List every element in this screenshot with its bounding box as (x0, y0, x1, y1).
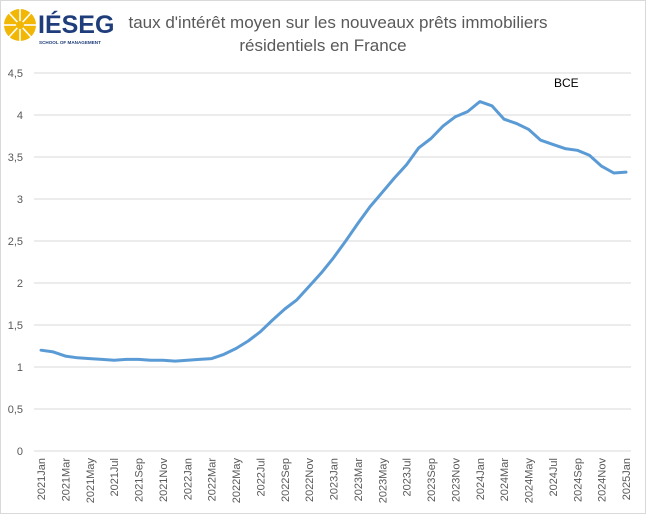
x-tick-label: 2024Jan (475, 458, 487, 500)
x-tick-label: 2024Sep (572, 458, 584, 502)
gridlines (34, 72, 631, 452)
x-tick-label: 2022Mar (207, 458, 219, 502)
y-tick-label: 3 (17, 194, 23, 206)
x-tick-label: 2022Jan (182, 458, 194, 500)
x-tick-label: 2021May (85, 458, 97, 504)
y-tick-label: 2 (17, 278, 23, 290)
y-tick-label: 1,5 (8, 320, 23, 332)
x-tick-label: 2024Jul (548, 458, 560, 497)
x-tick-label: 2022Nov (304, 458, 316, 503)
y-tick-label: 4,5 (8, 68, 23, 80)
x-tick-label: 2024Nov (597, 458, 609, 503)
x-axis: 2021Jan 2021Mar 2021May 2021Jul 2021Sep 2021N… (36, 458, 633, 504)
x-tick-label: 2021Jan (36, 458, 48, 500)
logo-tagline: SCHOOL OF MANAGEMENT (39, 40, 101, 45)
x-tick-label: 2022Jul (255, 458, 267, 497)
x-tick-label: 2023Sep (426, 458, 438, 502)
chart-title-line-1: taux d'intérêt moyen sur les nouveaux pr… (129, 13, 548, 32)
x-tick-label: 2021Nov (158, 458, 170, 503)
x-tick-label: 2025Jan (621, 458, 633, 500)
y-tick-label: 1 (17, 362, 23, 374)
chart-title-line-2: résidentiels en France (239, 36, 406, 55)
x-tick-label: 2023Mar (353, 458, 365, 502)
logo-wordmark: IÉSEG (38, 10, 114, 39)
series-layer (39, 100, 628, 363)
x-tick-label: 2023Nov (450, 458, 462, 503)
x-tick-label: 2022Sep (280, 458, 292, 502)
y-tick-label: 3,5 (8, 152, 23, 164)
ieseg-logo: IÉSEG SCHOOL OF MANAGEMENT (4, 9, 114, 45)
series-line (39, 100, 628, 363)
x-tick-label: 2023Jan (329, 458, 341, 500)
x-tick-label: 2021Mar (60, 458, 72, 502)
x-tick-label: 2021Jul (109, 458, 121, 497)
y-tick-label: 0,5 (8, 404, 23, 416)
x-tick-label: 2023May (377, 458, 389, 504)
x-tick-label: 2021Sep (134, 458, 146, 502)
x-tick-label: 2023Jul (402, 458, 414, 497)
x-tick-label: 2024May (524, 458, 536, 504)
sunburst-logo-icon (4, 9, 36, 41)
x-tick-label: 2022May (231, 458, 243, 504)
x-tick-label: 2024Mar (499, 458, 511, 502)
bce-annotation: BCE (554, 76, 579, 90)
y-tick-label: 2,5 (8, 236, 23, 248)
y-tick-label: 4 (17, 110, 23, 122)
y-tick-label: 0 (17, 446, 23, 458)
y-axis: 0 0,5 1 1,5 2 2,5 3 3,5 4 4,5 (8, 68, 23, 458)
